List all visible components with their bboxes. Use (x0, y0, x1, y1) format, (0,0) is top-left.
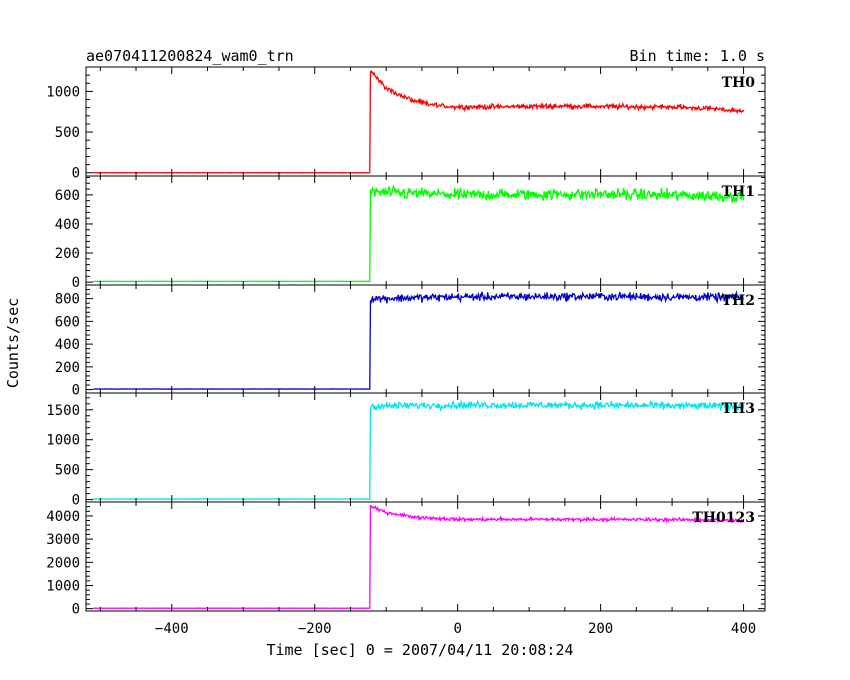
y-tick-label: 0 (72, 493, 80, 509)
y-tick-label: 800 (55, 292, 80, 308)
x-tick-label: 0 (453, 621, 461, 637)
y-axis-label: Counts/sec (4, 298, 22, 388)
panel-label: TH0 (722, 75, 756, 91)
y-tick-label: 4000 (46, 509, 80, 525)
series-line-th0123 (93, 504, 744, 609)
y-tick-label: 3000 (46, 532, 80, 548)
x-tick-label: 400 (731, 621, 756, 637)
x-tick-label: 200 (588, 621, 613, 637)
series-line-th2 (93, 290, 744, 390)
panel-label: TH0123 (692, 510, 755, 526)
y-tick-label: 2000 (46, 555, 80, 571)
y-tick-label: 0 (72, 602, 80, 618)
y-tick-label: 400 (55, 337, 80, 353)
panel-th0123: 0 1000 2000 3000 4000 TH0123 (46, 501, 766, 618)
panel-label: TH3 (722, 401, 755, 417)
y-tick-label: 600 (55, 314, 80, 330)
y-tick-label: 400 (55, 217, 80, 233)
y-tick-label: 200 (55, 246, 80, 262)
panel-th2: 0 200 400 600 800 TH2 (55, 284, 766, 399)
series-line-th0 (93, 70, 745, 174)
panel-frame (85, 284, 766, 394)
panel-frame (85, 501, 766, 612)
panels-group: 0 500 1000 TH0 0 200 400 600 TH1 0 200 400 600 800 TH2… (46, 66, 766, 637)
y-tick-label: 0 (72, 166, 80, 182)
panel-th1: 0 200 400 600 TH1 (55, 175, 766, 291)
y-tick-label: 0 (72, 275, 80, 291)
x-tick-label: −200 (298, 621, 332, 637)
y-tick-label: 200 (55, 360, 80, 376)
chart-title: ae070411200824_wam0_trn (86, 47, 294, 65)
panel-frame (85, 66, 766, 177)
y-tick-label: 1500 (46, 403, 80, 419)
panel-th3: 0 500 1000 1500 TH3 (46, 392, 766, 509)
x-axis-label: Time [sec] 0 = 2007/04/11 20:08:24 (266, 641, 573, 659)
y-tick-label: 500 (55, 125, 80, 141)
panel-label: TH1 (722, 184, 755, 200)
y-tick-label: 1000 (46, 84, 80, 100)
y-tick-label: 1000 (46, 578, 80, 594)
y-tick-label: 500 (55, 463, 80, 479)
y-tick-label: 0 (72, 383, 80, 399)
y-tick-label: 1000 (46, 433, 80, 449)
chart-subtitle: Bin time: 1.0 s (630, 47, 765, 65)
series-line-th3 (93, 398, 745, 500)
series-line-th1 (92, 184, 745, 283)
panel-th0: 0 500 1000 TH0 (46, 66, 766, 182)
y-tick-label: 600 (55, 188, 80, 204)
x-tick-label: −400 (155, 621, 189, 637)
panel-label: TH2 (722, 293, 755, 309)
